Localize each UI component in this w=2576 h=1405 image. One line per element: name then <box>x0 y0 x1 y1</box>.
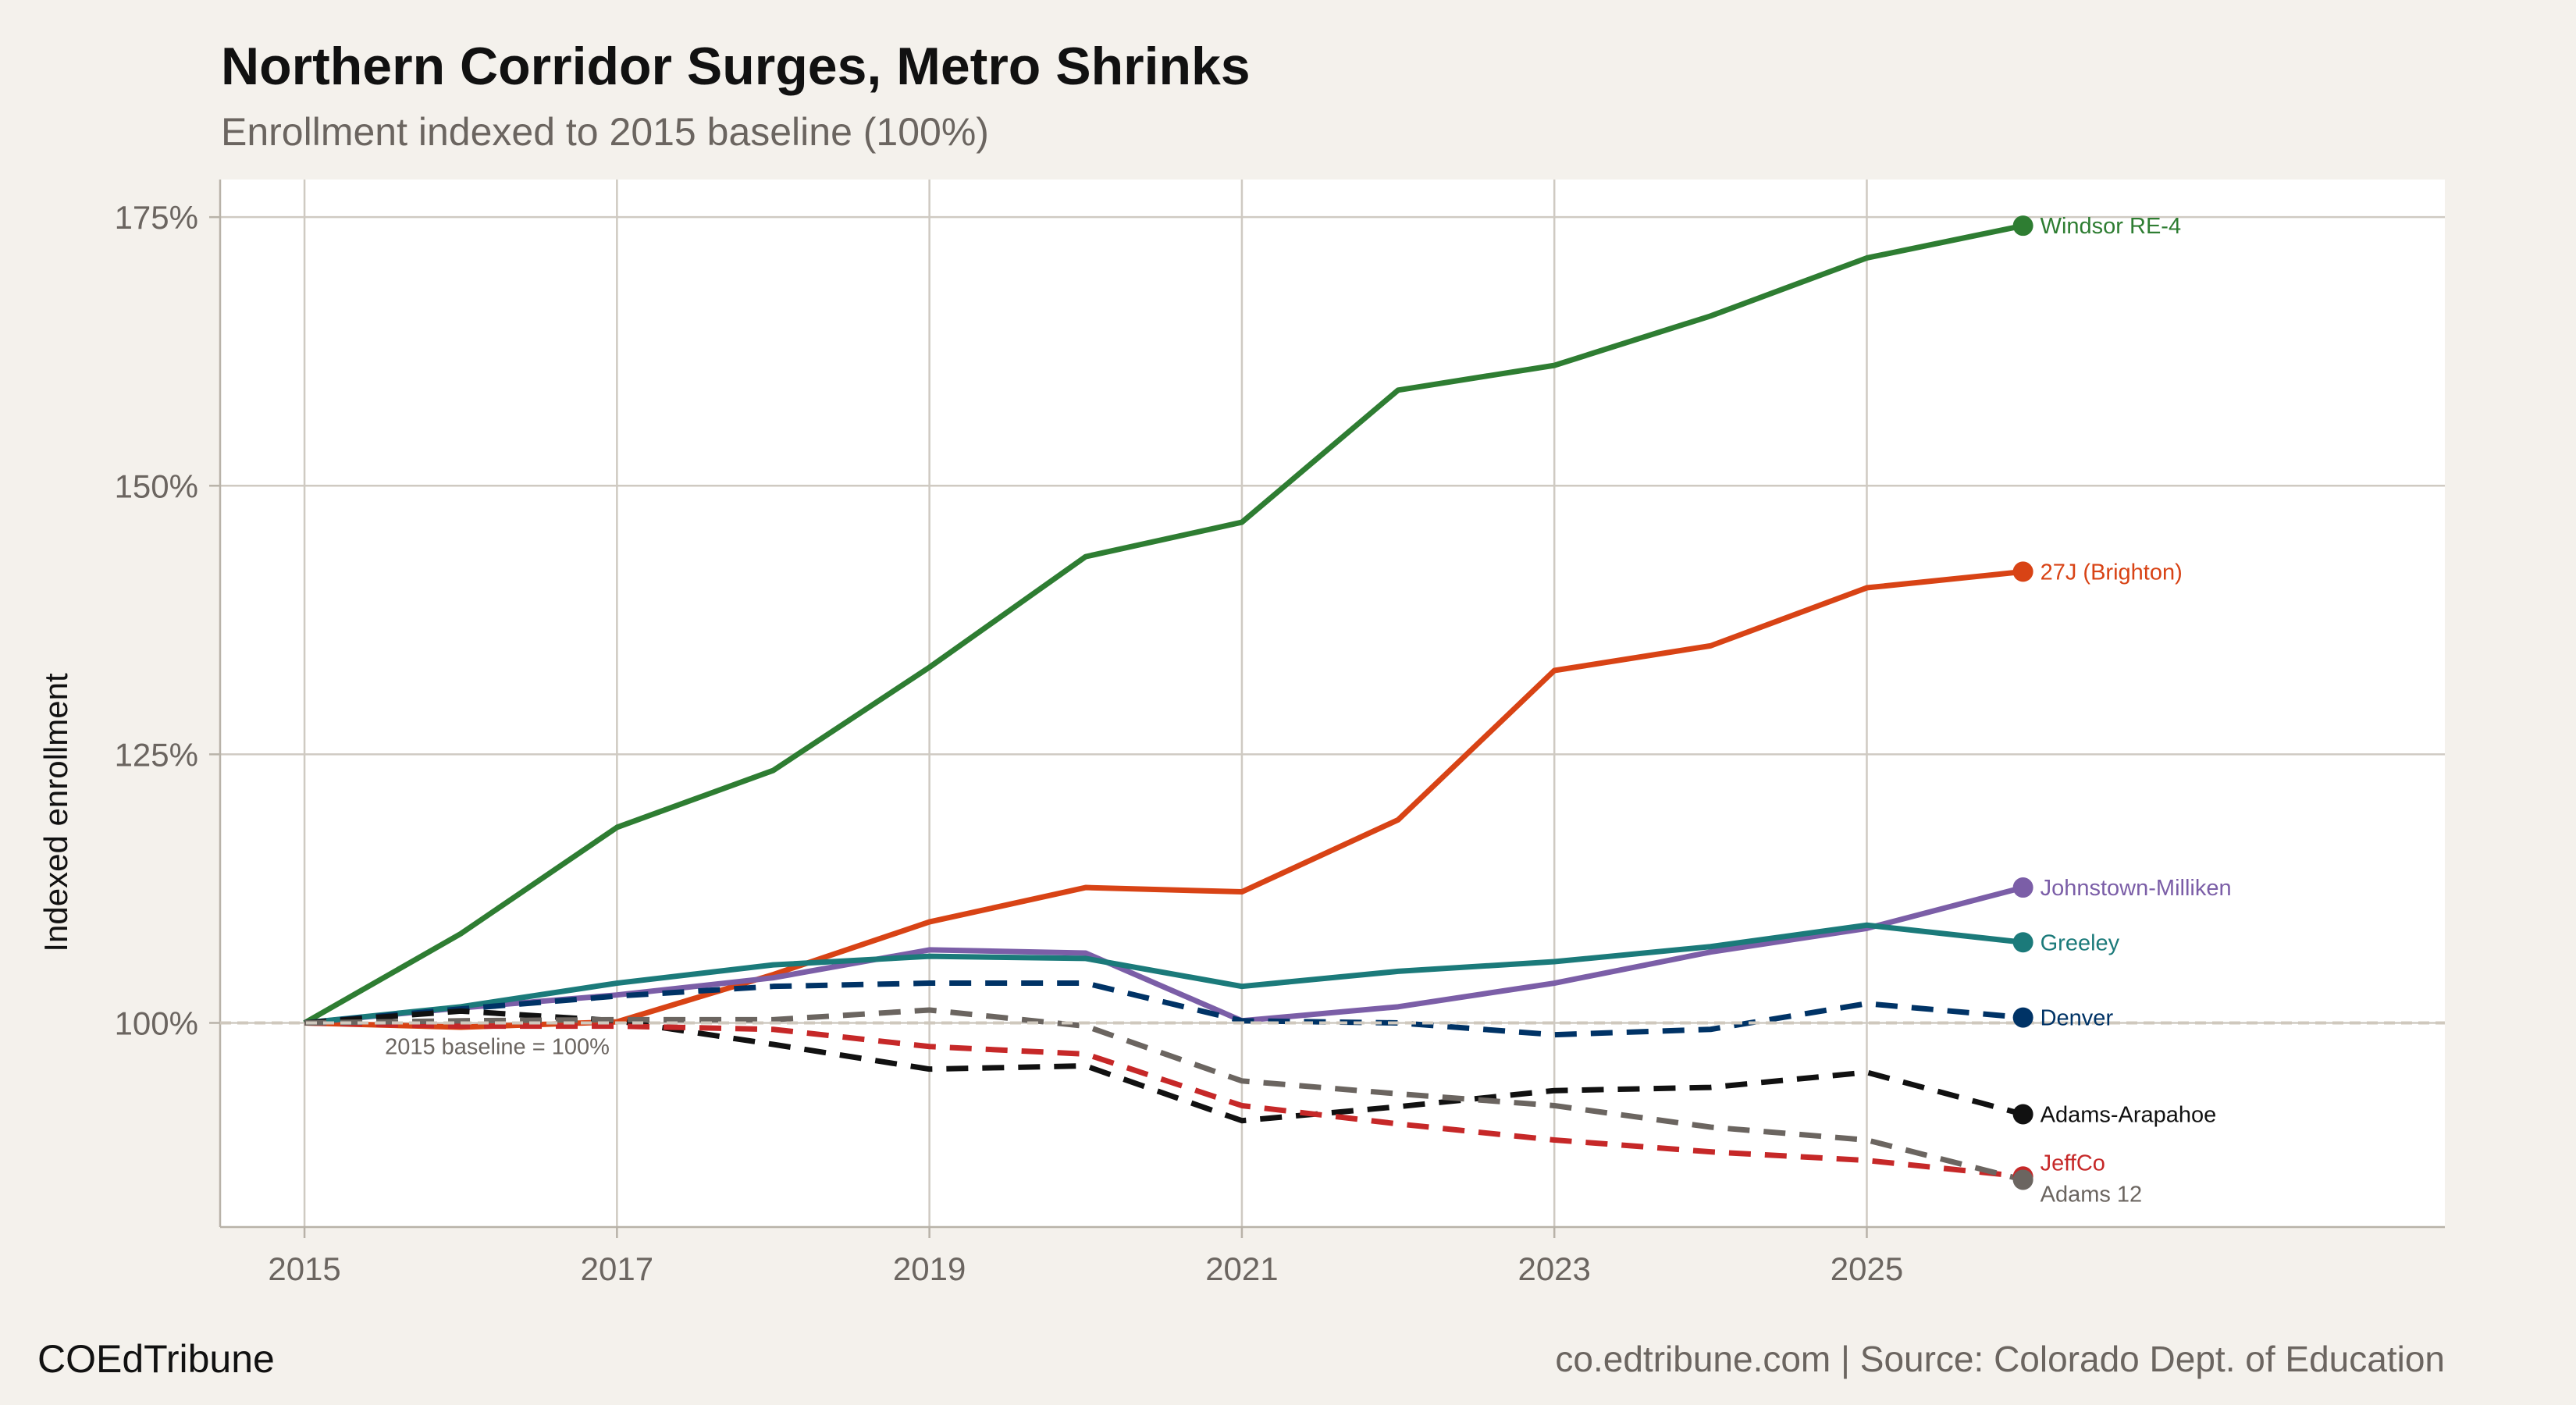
series-endpoint-johnstown-milliken <box>2012 877 2033 898</box>
series-line-adams-arapahoe <box>304 1008 2024 1124</box>
x-tick-label: 2021 <box>1205 1250 1278 1287</box>
series-label-27j-brighton-: 27J (Brighton) <box>2041 560 2183 585</box>
series-label-denver: Denver <box>2041 1006 2114 1031</box>
series-label-jeffco: JeffCo <box>2041 1151 2105 1176</box>
series-label-johnstown-milliken: Johnstown-Milliken <box>2041 876 2232 901</box>
plot-panel <box>220 180 2445 1227</box>
chart-subtitle: Enrollment indexed to 2015 baseline (100… <box>221 110 989 154</box>
y-tick-label: 100% <box>115 1005 198 1041</box>
x-tick-label: 2015 <box>268 1250 340 1287</box>
series-endpoint-greeley <box>2012 932 2033 953</box>
series-line-adams-12 <box>304 1007 2024 1183</box>
baseline-annotation: 2015 baseline = 100% <box>385 1034 610 1059</box>
series-label-adams-12: Adams 12 <box>2041 1182 2143 1207</box>
y-axis-title: Indexed enrollment <box>37 673 74 952</box>
series-endpoint-adams-12 <box>2012 1169 2033 1190</box>
series-line-denver <box>304 980 2023 1038</box>
series-endpoint-adams-arapahoe <box>2012 1104 2033 1125</box>
series-endpoint-denver <box>2012 1007 2033 1028</box>
x-tick-label: 2019 <box>893 1250 966 1287</box>
series-label-adams-arapahoe: Adams-Arapahoe <box>2041 1102 2217 1127</box>
y-tick-label: 175% <box>115 199 198 236</box>
series-endpoint-windsor-re-4 <box>2012 215 2033 237</box>
series-line-jeffco <box>304 1019 2023 1179</box>
series-line-greeley <box>304 922 2024 1026</box>
y-tick-label: 125% <box>115 736 198 773</box>
series-line-windsor-re-4 <box>303 222 2024 1026</box>
brand-logo-text: COEdTribune <box>37 1337 275 1381</box>
x-tick-label: 2023 <box>1517 1250 1590 1287</box>
x-tick-label: 2025 <box>1831 1250 1903 1287</box>
series-endpoint-27j-brighton- <box>2012 561 2033 582</box>
chart-title: Northern Corridor Surges, Metro Shrinks <box>221 37 1251 96</box>
series-label-windsor-re-4: Windsor RE-4 <box>2041 214 2182 239</box>
series-label-greeley: Greeley <box>2041 930 2120 955</box>
x-tick-label: 2017 <box>581 1250 653 1287</box>
y-tick-label: 150% <box>115 468 198 504</box>
source-credit: co.edtribune.com | Source: Colorado Dept… <box>1555 1339 2445 1379</box>
